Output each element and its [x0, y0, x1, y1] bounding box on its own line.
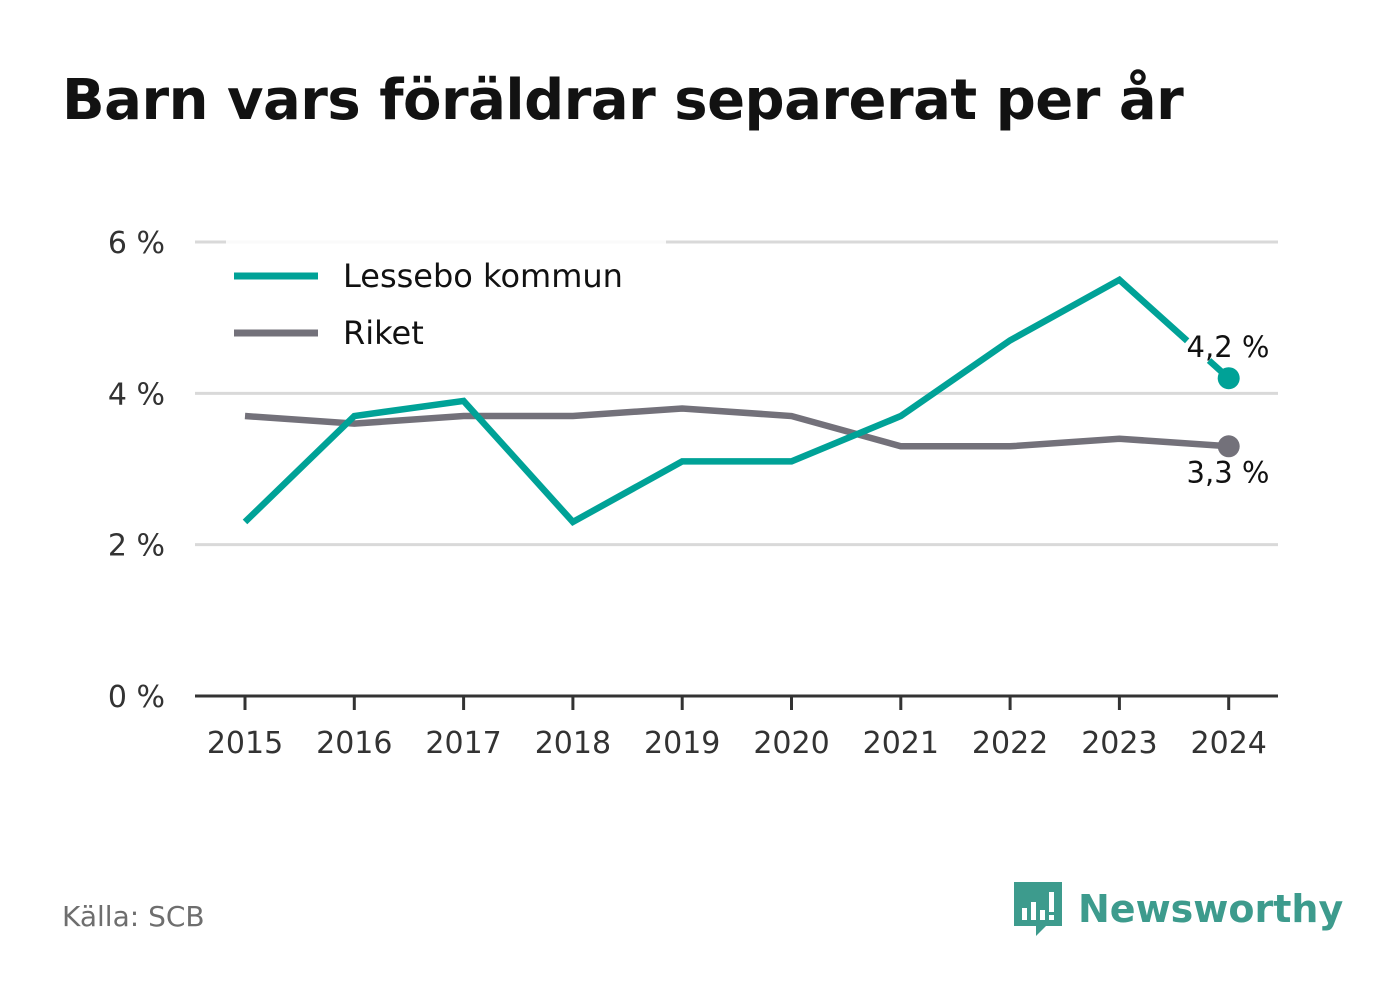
y-tick-label: 0 % [108, 680, 165, 715]
y-tick-label: 2 % [108, 529, 165, 564]
brand-name: Newsworthy [1078, 887, 1344, 931]
source-note: Källa: SCB [62, 900, 205, 933]
legend-label: Lessebo kommun [343, 257, 623, 295]
x-tick-label: 2020 [753, 726, 829, 761]
x-tick-label: 2022 [972, 726, 1048, 761]
x-tick-label: 2024 [1191, 726, 1267, 761]
series-lines [242, 275, 1240, 527]
x-axis: 2015 2016 2017 2018 2019 2020 2021 2022 2023 2024 [195, 694, 1278, 761]
x-tick-label: 2015 [207, 726, 283, 761]
x-tick-label: 2021 [863, 726, 939, 761]
end-point-riket [1217, 435, 1240, 458]
end-point-lessebo [1217, 367, 1240, 390]
x-tick-label: 2017 [425, 726, 501, 761]
series-line-riket [244, 405, 1229, 450]
brand-logo: Newsworthy [1012, 880, 1343, 938]
end-label-riket: 3,3 % [1187, 455, 1270, 489]
y-tick-label: 6 % [108, 226, 165, 261]
chart-title: Barn vars föräldrar separerat per år [62, 68, 1184, 133]
x-tick-label: 2018 [535, 726, 611, 761]
y-axis-ticks: 0 % 2 % 4 % 6 % [108, 226, 165, 715]
x-tick-label: 2023 [1081, 726, 1157, 761]
x-tick-label: 2019 [644, 726, 720, 761]
legend-label: Riket [343, 314, 424, 352]
end-labels: 3,3 % 4,2 % [1187, 330, 1270, 489]
end-label-lessebo: 4,2 % [1187, 330, 1270, 364]
newsworthy-logo-icon [1014, 882, 1062, 936]
x-tick-label: 2016 [316, 726, 392, 761]
y-tick-label: 4 % [108, 377, 165, 412]
legend-background [226, 238, 666, 356]
legend: Lessebo kommun Riket [226, 238, 666, 356]
